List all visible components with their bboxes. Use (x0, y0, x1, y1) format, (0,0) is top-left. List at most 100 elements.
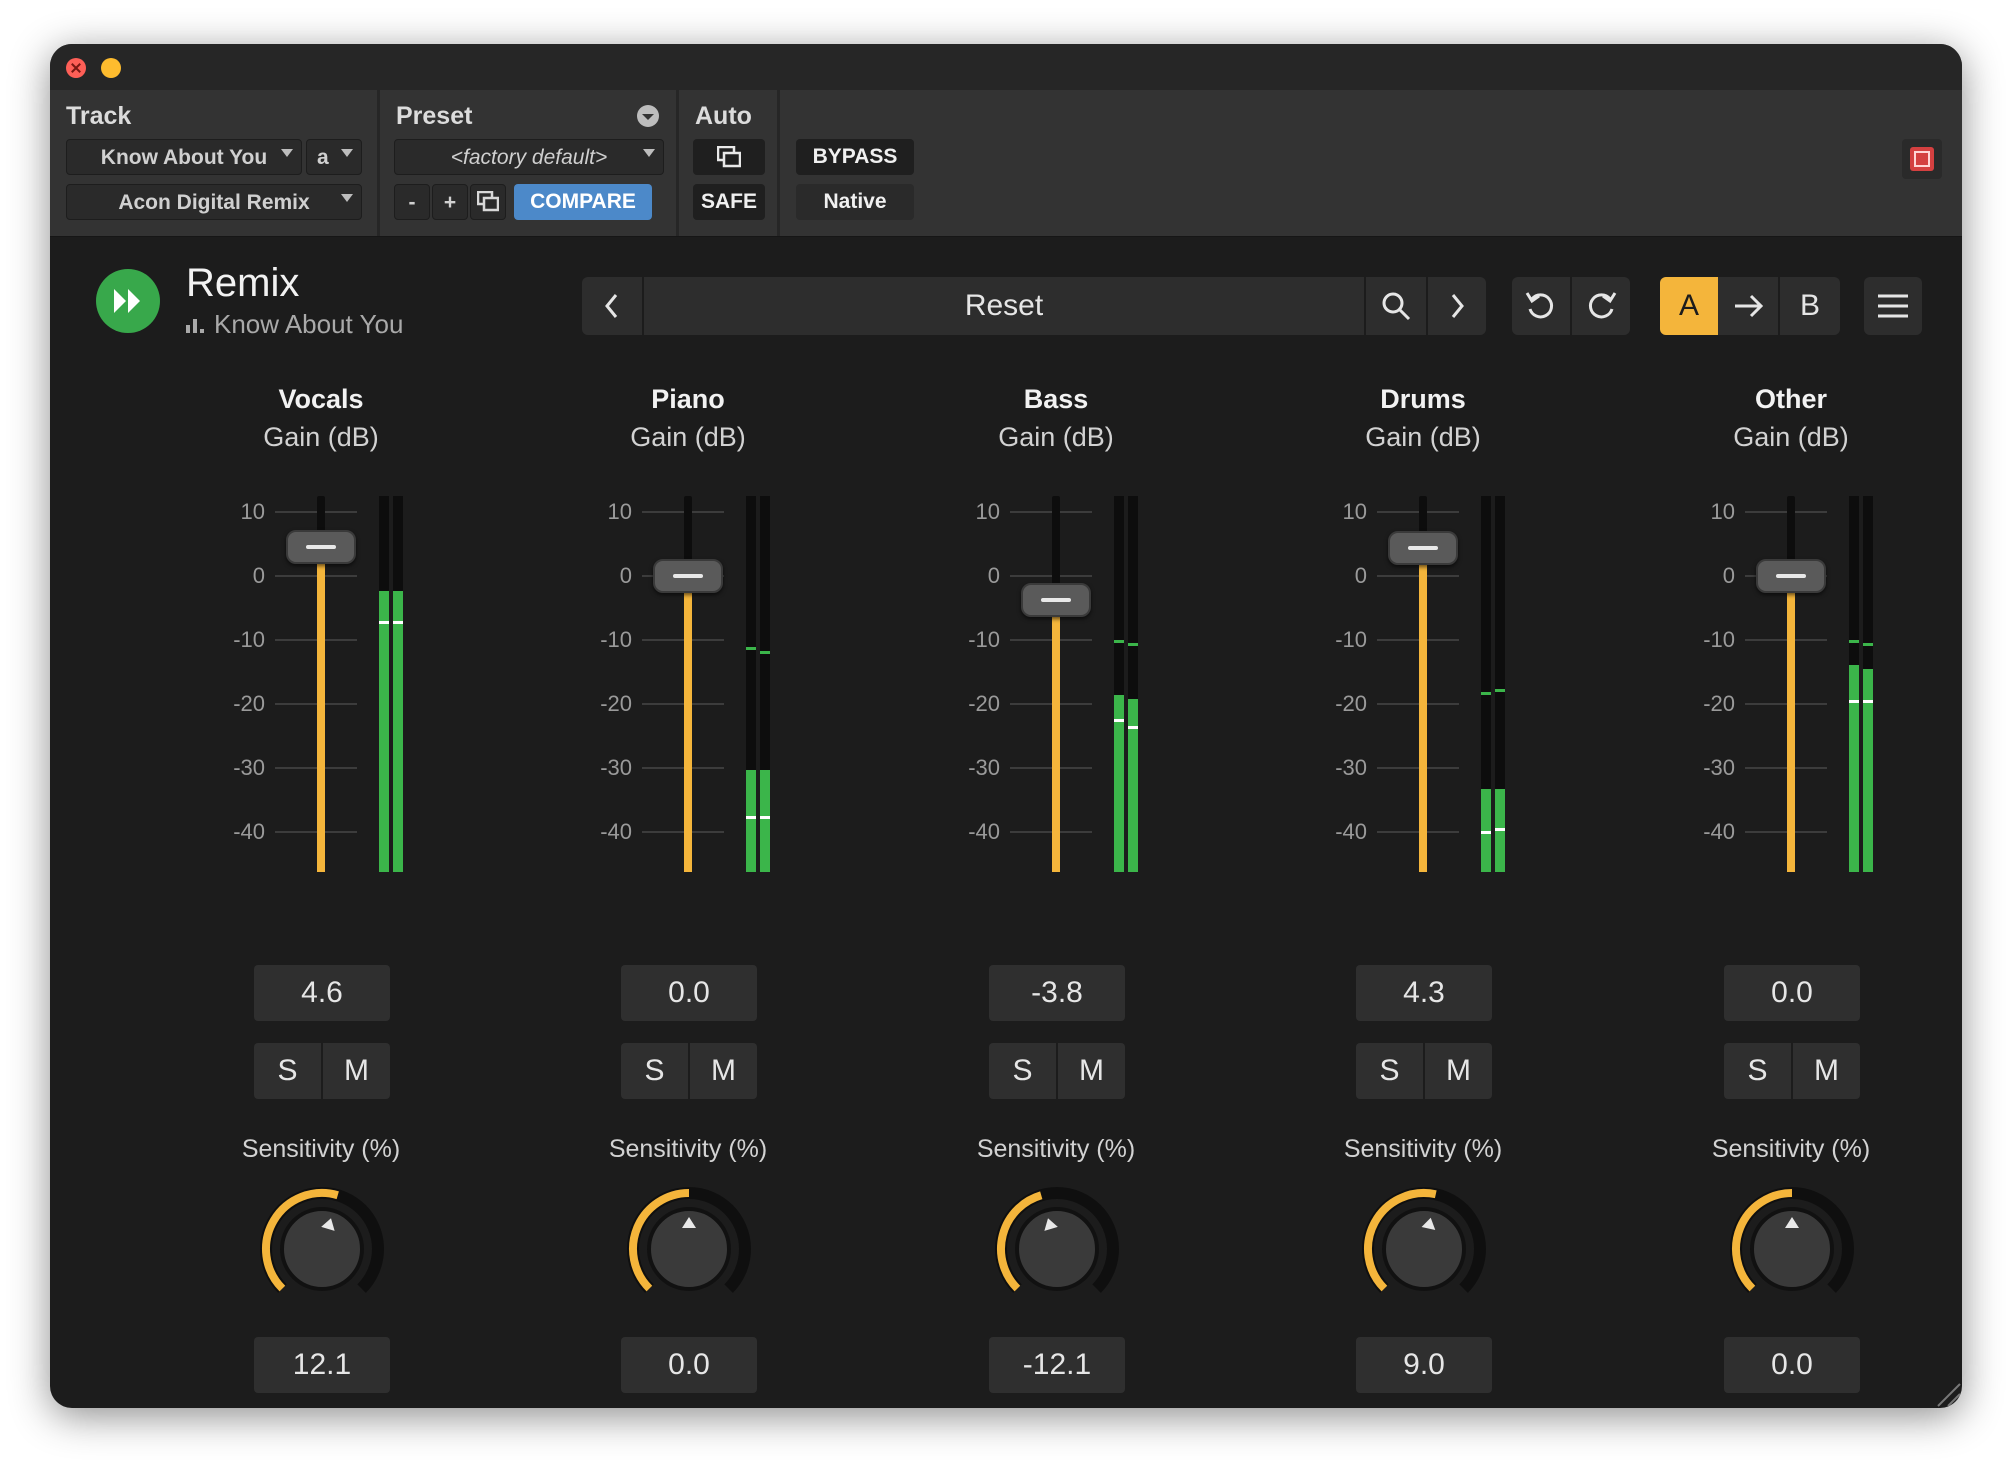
solo-button[interactable]: S (644, 1054, 665, 1087)
undo-button[interactable] (1512, 277, 1570, 343)
scale-tick-line (1010, 639, 1092, 641)
gain-value-field[interactable]: 0.0 (1724, 965, 1860, 1021)
channel-strip-other: Other Gain (dB) 10 0 -10 -20 -30 -40 0.0 S M Sensit… (1661, 384, 1921, 1393)
knob-value-arc (629, 1189, 690, 1292)
gain-label: Gain (dB) (263, 422, 379, 452)
main-menu-button[interactable] (1864, 277, 1922, 335)
scale-tick-line (1377, 575, 1459, 577)
next-preset-button[interactable] (1428, 277, 1486, 341)
plugin-subtitle: Know About You (186, 309, 403, 340)
sensitivity-value-field[interactable]: -12.1 (989, 1337, 1125, 1393)
sensitivity-knob[interactable] (992, 1184, 1122, 1314)
automation-window-icon (717, 146, 741, 168)
scale-tick-line (1010, 767, 1092, 769)
scale-tick-line (642, 767, 724, 769)
auto-label: Auto (695, 102, 752, 130)
rms-marker (1495, 827, 1505, 831)
scale-tick-line (1745, 511, 1827, 513)
mute-button[interactable]: M (1446, 1054, 1471, 1087)
preset-options-icon[interactable] (636, 104, 660, 128)
scale-tick-line (1745, 767, 1827, 769)
mute-button[interactable]: M (1079, 1054, 1104, 1087)
bypass-button[interactable]: BYPASS (796, 139, 914, 175)
a-button[interactable]: A (1660, 277, 1718, 335)
preset-search-button[interactable] (1366, 277, 1426, 341)
scale-tick-line (1745, 831, 1827, 833)
scale-tick-line (1377, 639, 1459, 641)
preset-next-button[interactable]: + (432, 184, 468, 220)
level-meter (1128, 496, 1138, 872)
level-meter-fill (379, 593, 389, 872)
mute-button[interactable]: M (711, 1054, 736, 1087)
copy-settings-button[interactable] (470, 184, 506, 220)
gain-fader-handle[interactable] (1756, 559, 1826, 593)
b-button[interactable]: B (1799, 289, 1820, 322)
level-meter-fill (393, 593, 403, 872)
gain-fader-fill (1052, 600, 1060, 872)
plugin-select[interactable]: Acon Digital Remix (66, 184, 362, 220)
undo-redo-group (1512, 277, 1630, 335)
sensitivity-value-field[interactable]: 0.0 (621, 1337, 757, 1393)
minimize-window-icon[interactable] (101, 58, 121, 78)
mute-button[interactable]: M (344, 1054, 369, 1087)
gain-value-field[interactable]: 4.6 (254, 965, 390, 1021)
close-window-icon[interactable] (66, 58, 86, 78)
gain-fader-fill (1419, 548, 1427, 872)
level-meter (746, 496, 756, 872)
gain-fader-handle[interactable] (653, 559, 723, 593)
peak-hold-marker (1863, 643, 1873, 647)
scale-tick-label: 10 (240, 499, 265, 524)
chevron-left-icon (605, 294, 618, 318)
preset-name-value: <factory default> (450, 146, 608, 169)
resize-grip-icon[interactable] (1932, 1378, 1962, 1408)
scale-tick-label: -30 (600, 755, 632, 780)
gain-fader-handle[interactable] (1021, 583, 1091, 618)
copy-a-to-b-button[interactable] (1720, 277, 1778, 341)
gain-label: Gain (dB) (998, 422, 1114, 452)
compare-button[interactable]: COMPARE (514, 184, 652, 220)
redo-button[interactable] (1572, 277, 1630, 343)
scale-tick-label: 0 (619, 563, 632, 588)
preset-prev-button[interactable]: - (394, 184, 430, 220)
mute-button[interactable]: M (1814, 1054, 1839, 1087)
gain-fader-handle[interactable] (286, 529, 356, 564)
gain-value-field[interactable]: 0.0 (621, 965, 757, 1021)
chevron-down-icon (341, 149, 353, 157)
sensitivity-value-field[interactable]: 9.0 (1356, 1337, 1492, 1393)
preset-select[interactable]: <factory default> (394, 139, 664, 175)
knob-pointer-icon (682, 1217, 696, 1228)
prev-preset-button[interactable] (582, 277, 642, 341)
plugin-settings-button[interactable] (1902, 139, 1942, 179)
chevron-down-icon (643, 149, 655, 157)
safe-button[interactable]: SAFE (693, 184, 765, 220)
sensitivity-knob[interactable] (257, 1184, 387, 1314)
gain-fader-handle[interactable] (1388, 531, 1458, 566)
sensitivity-knob[interactable] (624, 1184, 754, 1314)
scale-tick-line (1377, 831, 1459, 833)
knob-body (647, 1207, 731, 1291)
preset-browser: Reset (582, 277, 1486, 335)
solo-button[interactable]: S (1379, 1054, 1400, 1087)
plugin-header: Remix Know About You Reset (50, 237, 1962, 347)
track-name-select[interactable]: Know About You (66, 139, 302, 175)
solo-button[interactable]: S (1747, 1054, 1768, 1087)
scale-tick-line (275, 831, 357, 833)
channel-strip-bass: Bass Gain (dB) 10 0 -10 -20 -30 -40 -3.8 S M Sensit… (926, 384, 1186, 1393)
solo-button[interactable]: S (277, 1054, 298, 1087)
automation-button[interactable] (693, 139, 765, 175)
solo-button[interactable]: S (1012, 1054, 1033, 1087)
gain-value-field[interactable]: -3.8 (989, 965, 1125, 1021)
gain-label: Gain (dB) (1733, 422, 1849, 452)
native-button[interactable]: Native (796, 184, 914, 220)
sensitivity-value-field[interactable]: 12.1 (254, 1337, 390, 1393)
sensitivity-value-field[interactable]: 0.0 (1724, 1337, 1860, 1393)
channel-select[interactable]: a (306, 139, 362, 175)
preset-name-display[interactable]: Reset (964, 289, 1044, 322)
sensitivity-knob[interactable] (1727, 1184, 1857, 1314)
scale-tick-line (1745, 639, 1827, 641)
knob-body (280, 1207, 364, 1291)
sensitivity-knob[interactable] (1359, 1184, 1489, 1314)
peak-hold-marker (1849, 639, 1859, 643)
plugin-name-value: Acon Digital Remix (118, 191, 310, 214)
gain-value-field[interactable]: 4.3 (1356, 965, 1492, 1021)
